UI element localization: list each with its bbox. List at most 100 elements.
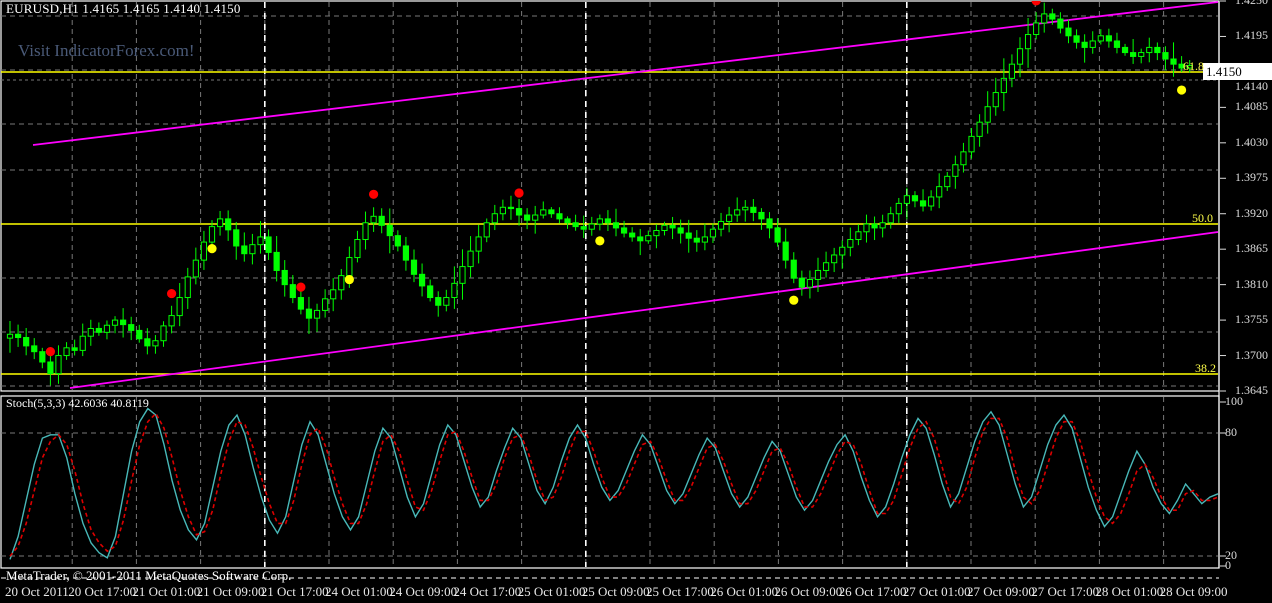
candlestick[interactable] [782, 228, 789, 269]
sell-signal-dot[interactable] [369, 189, 379, 199]
candlestick[interactable] [47, 351, 54, 386]
candlestick[interactable] [63, 342, 70, 360]
candlestick[interactable] [742, 200, 749, 222]
candlestick[interactable] [871, 216, 878, 241]
candlestick[interactable] [726, 206, 733, 233]
candlestick[interactable] [1105, 28, 1112, 48]
candlestick[interactable] [491, 204, 498, 231]
candlestick[interactable] [1057, 12, 1064, 34]
candlestick[interactable] [410, 249, 418, 283]
candlestick[interactable] [1041, 2, 1048, 33]
candlestick[interactable] [1170, 42, 1177, 77]
candlestick[interactable] [620, 220, 628, 238]
candlestick[interactable] [709, 223, 717, 243]
stochastic-k-line[interactable] [9, 407, 1219, 560]
candlestick[interactable] [831, 247, 838, 273]
candlestick[interactable] [693, 230, 700, 252]
candlestick[interactable] [394, 230, 401, 252]
candlestick[interactable] [459, 249, 466, 300]
candlestick[interactable] [588, 216, 595, 236]
candlestick[interactable] [895, 197, 902, 223]
buy-signal-dot[interactable] [344, 274, 354, 285]
candlestick[interactable] [152, 335, 159, 354]
candlestick[interactable] [839, 240, 846, 269]
trendline-channel[interactable] [32, 1, 1219, 389]
candlestick[interactable] [14, 324, 22, 347]
candlestick[interactable] [241, 232, 248, 262]
candlestick[interactable] [1016, 37, 1024, 78]
candlestick[interactable] [1024, 17, 1032, 68]
candlestick[interactable] [435, 291, 442, 317]
candlestick[interactable] [87, 319, 94, 346]
candlestick[interactable] [370, 207, 377, 232]
candlestick[interactable] [128, 316, 135, 341]
candlestick[interactable] [507, 195, 515, 220]
sell-signal-dot[interactable] [296, 282, 306, 292]
candlestick[interactable] [1033, 12, 1040, 40]
candlestick[interactable] [144, 328, 151, 355]
candlestick[interactable] [23, 327, 30, 356]
fibonacci-levels[interactable] [1, 71, 1218, 375]
stochastic-series[interactable] [9, 407, 1219, 560]
candlestick[interactable] [580, 215, 587, 238]
candlestick[interactable] [604, 210, 612, 231]
candlestick[interactable] [297, 287, 304, 315]
candlestick[interactable] [766, 212, 773, 239]
candlestick[interactable] [976, 114, 983, 147]
candlestick[interactable] [483, 218, 490, 243]
candlestick[interactable] [1121, 43, 1129, 56]
candlestick[interactable] [71, 339, 78, 356]
candlestick[interactable] [1073, 29, 1080, 49]
candlestick[interactable] [1113, 32, 1121, 54]
candlestick[interactable] [814, 257, 822, 293]
candlestick[interactable] [475, 224, 482, 264]
candlestick[interactable] [257, 221, 264, 254]
candlestick[interactable] [548, 207, 555, 218]
candlestick[interactable] [39, 347, 46, 369]
candlestick[interactable] [758, 208, 765, 230]
candlestick[interactable] [645, 230, 652, 244]
candlestick[interactable] [281, 260, 288, 297]
candlestick[interactable] [936, 173, 943, 209]
candlestick[interactable] [515, 198, 523, 226]
candlestick[interactable] [960, 142, 967, 173]
candlestick[interactable] [386, 208, 393, 254]
candlestick[interactable] [120, 308, 127, 338]
candlestick-series[interactable] [6, 2, 1193, 386]
candlestick[interactable] [79, 323, 86, 357]
candlestick[interactable] [863, 214, 870, 243]
candlestick[interactable] [1000, 58, 1007, 112]
candlestick[interactable] [160, 321, 167, 347]
candlestick[interactable] [887, 206, 894, 229]
candlestick[interactable] [362, 211, 369, 250]
candlestick[interactable] [184, 267, 191, 309]
candlestick[interactable] [1138, 48, 1145, 64]
candlestick[interactable] [879, 214, 886, 238]
candlestick[interactable] [378, 208, 385, 234]
candlestick[interactable] [200, 230, 208, 270]
trendline-lower[interactable] [69, 231, 1219, 389]
candlestick[interactable] [1081, 34, 1088, 63]
candlestick[interactable] [402, 236, 410, 271]
candlestick[interactable] [1146, 37, 1153, 63]
candlestick[interactable] [427, 279, 434, 302]
candlestick[interactable] [1008, 54, 1016, 88]
candlestick[interactable] [750, 199, 757, 222]
candlestick[interactable] [911, 191, 919, 208]
candlestick[interactable] [1089, 31, 1096, 54]
buy-signal-dot[interactable] [1177, 85, 1187, 95]
candlestick[interactable] [249, 233, 256, 265]
candlestick[interactable] [443, 289, 450, 312]
candlestick[interactable] [774, 218, 781, 247]
candlestick[interactable] [822, 251, 830, 278]
candlestick[interactable] [1097, 29, 1104, 45]
candlestick[interactable] [661, 221, 668, 236]
candlestick[interactable] [798, 270, 805, 296]
candlestick[interactable] [31, 338, 38, 360]
candlestick[interactable] [55, 345, 62, 384]
candlestick[interactable] [629, 227, 636, 242]
trendline-upper[interactable] [32, 1, 1219, 146]
candlestick[interactable] [903, 187, 910, 220]
candlestick[interactable] [556, 207, 563, 224]
